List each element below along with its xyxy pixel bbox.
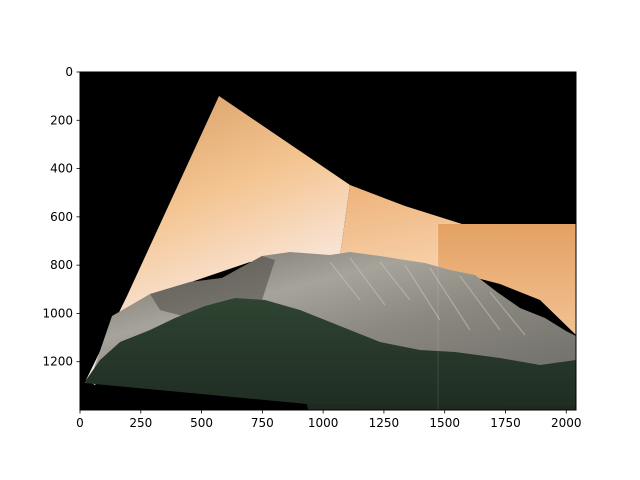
y-axis: 0 200 400 600 800 1000 1200 [42,65,80,369]
y-tick-label: 1200 [42,355,73,369]
x-tick-label: 750 [251,416,274,430]
x-tick-label: 250 [129,416,152,430]
plot-area [80,72,576,410]
plot-frame [79,71,577,411]
x-axis: 0 250 500 750 1000 1250 1500 1750 2000 [76,410,582,430]
image-sky-right [438,224,576,335]
image-forest [84,298,576,410]
x-tick-label: 1750 [490,416,521,430]
x-tick-label: 500 [190,416,213,430]
x-tick-label: 2000 [551,416,582,430]
image-bottom-strip [308,404,576,410]
y-tick-label: 200 [50,113,73,127]
y-tick-label: 1000 [42,306,73,320]
y-tick-label: 400 [50,162,73,176]
y-tick-label: 800 [50,258,73,272]
image-sky-middle [340,185,462,270]
y-tick-label: 600 [50,210,73,224]
image-cliff-streaks [329,257,526,336]
x-tick-label: 1250 [369,416,400,430]
x-tick-label: 1000 [308,416,339,430]
y-tick-label: 0 [65,65,73,79]
image-sky-left [86,96,350,385]
x-tick-label: 0 [76,416,84,430]
x-tick-label: 1500 [429,416,460,430]
